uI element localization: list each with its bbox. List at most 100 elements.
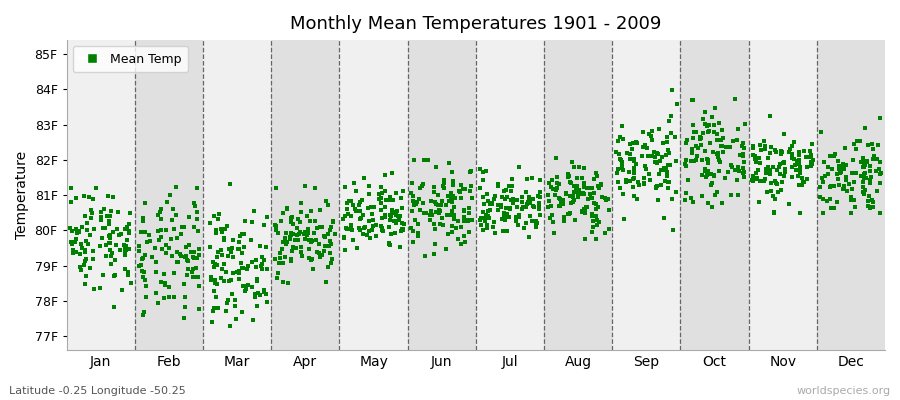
Point — [503, 197, 517, 204]
Point — [211, 216, 225, 222]
Point — [452, 188, 466, 194]
Point — [827, 150, 842, 157]
Point — [318, 242, 332, 249]
Point — [219, 307, 233, 314]
Point — [589, 201, 603, 208]
Point — [358, 224, 373, 230]
Point — [122, 221, 137, 228]
Point — [139, 294, 153, 300]
Point — [339, 206, 354, 212]
Point — [837, 162, 851, 168]
Point — [352, 202, 366, 208]
Point — [65, 227, 79, 234]
Point — [577, 206, 591, 212]
Point — [350, 244, 365, 251]
Point — [836, 161, 850, 167]
Point — [617, 216, 632, 222]
Point — [369, 222, 383, 229]
Point — [574, 175, 589, 181]
Point — [567, 164, 581, 170]
Point — [702, 127, 716, 134]
Point — [814, 175, 829, 181]
Point — [215, 252, 230, 259]
Point — [577, 165, 591, 172]
Point — [405, 239, 419, 245]
Point — [318, 234, 332, 240]
Point — [661, 147, 675, 153]
Point — [615, 159, 629, 165]
Point — [100, 192, 114, 199]
Point — [715, 127, 729, 134]
Point — [356, 212, 371, 218]
Point — [342, 198, 356, 204]
Point — [491, 202, 506, 208]
Point — [177, 315, 192, 322]
Point — [64, 238, 78, 245]
Point — [594, 181, 608, 188]
Point — [386, 209, 400, 215]
Point — [349, 208, 364, 214]
Point — [724, 162, 738, 168]
Point — [700, 200, 715, 206]
Point — [256, 287, 271, 294]
Point — [694, 135, 708, 142]
Point — [498, 214, 512, 220]
Point — [652, 126, 667, 132]
Point — [493, 202, 508, 208]
Point — [800, 164, 814, 170]
Point — [710, 151, 724, 157]
Point — [532, 200, 546, 206]
Point — [106, 304, 121, 310]
Point — [151, 228, 166, 235]
Point — [684, 194, 698, 201]
Point — [217, 261, 231, 267]
Point — [284, 214, 299, 220]
Point — [417, 210, 431, 216]
Point — [813, 184, 827, 190]
Point — [788, 167, 803, 173]
Point — [777, 159, 791, 165]
Point — [388, 230, 402, 236]
Point — [192, 283, 206, 290]
Point — [630, 140, 644, 146]
Point — [444, 190, 458, 196]
Point — [410, 230, 425, 236]
Point — [310, 248, 325, 255]
Point — [552, 181, 566, 187]
Point — [276, 279, 291, 286]
Point — [662, 117, 677, 124]
Point — [118, 252, 132, 258]
Bar — [203, 40, 271, 350]
Point — [384, 207, 399, 214]
Point — [77, 212, 92, 219]
Point — [858, 124, 872, 131]
Point — [204, 274, 219, 281]
Point — [660, 139, 674, 146]
Point — [664, 130, 679, 136]
Point — [491, 180, 505, 187]
Point — [848, 204, 862, 210]
Point — [850, 138, 864, 144]
Point — [257, 257, 272, 264]
Point — [86, 255, 100, 262]
Point — [274, 218, 288, 224]
Point — [571, 190, 585, 197]
Point — [561, 174, 575, 180]
Point — [627, 158, 642, 165]
Point — [177, 254, 192, 260]
Point — [250, 276, 265, 282]
Point — [646, 148, 661, 155]
Point — [103, 232, 117, 238]
Point — [238, 282, 252, 289]
Point — [177, 224, 192, 230]
Point — [276, 260, 291, 266]
Point — [457, 186, 472, 193]
Point — [163, 192, 177, 198]
Point — [202, 244, 217, 250]
Point — [255, 254, 269, 260]
Point — [66, 247, 80, 253]
Point — [571, 194, 585, 200]
Point — [238, 286, 253, 292]
Point — [861, 203, 876, 210]
Point — [503, 183, 517, 189]
